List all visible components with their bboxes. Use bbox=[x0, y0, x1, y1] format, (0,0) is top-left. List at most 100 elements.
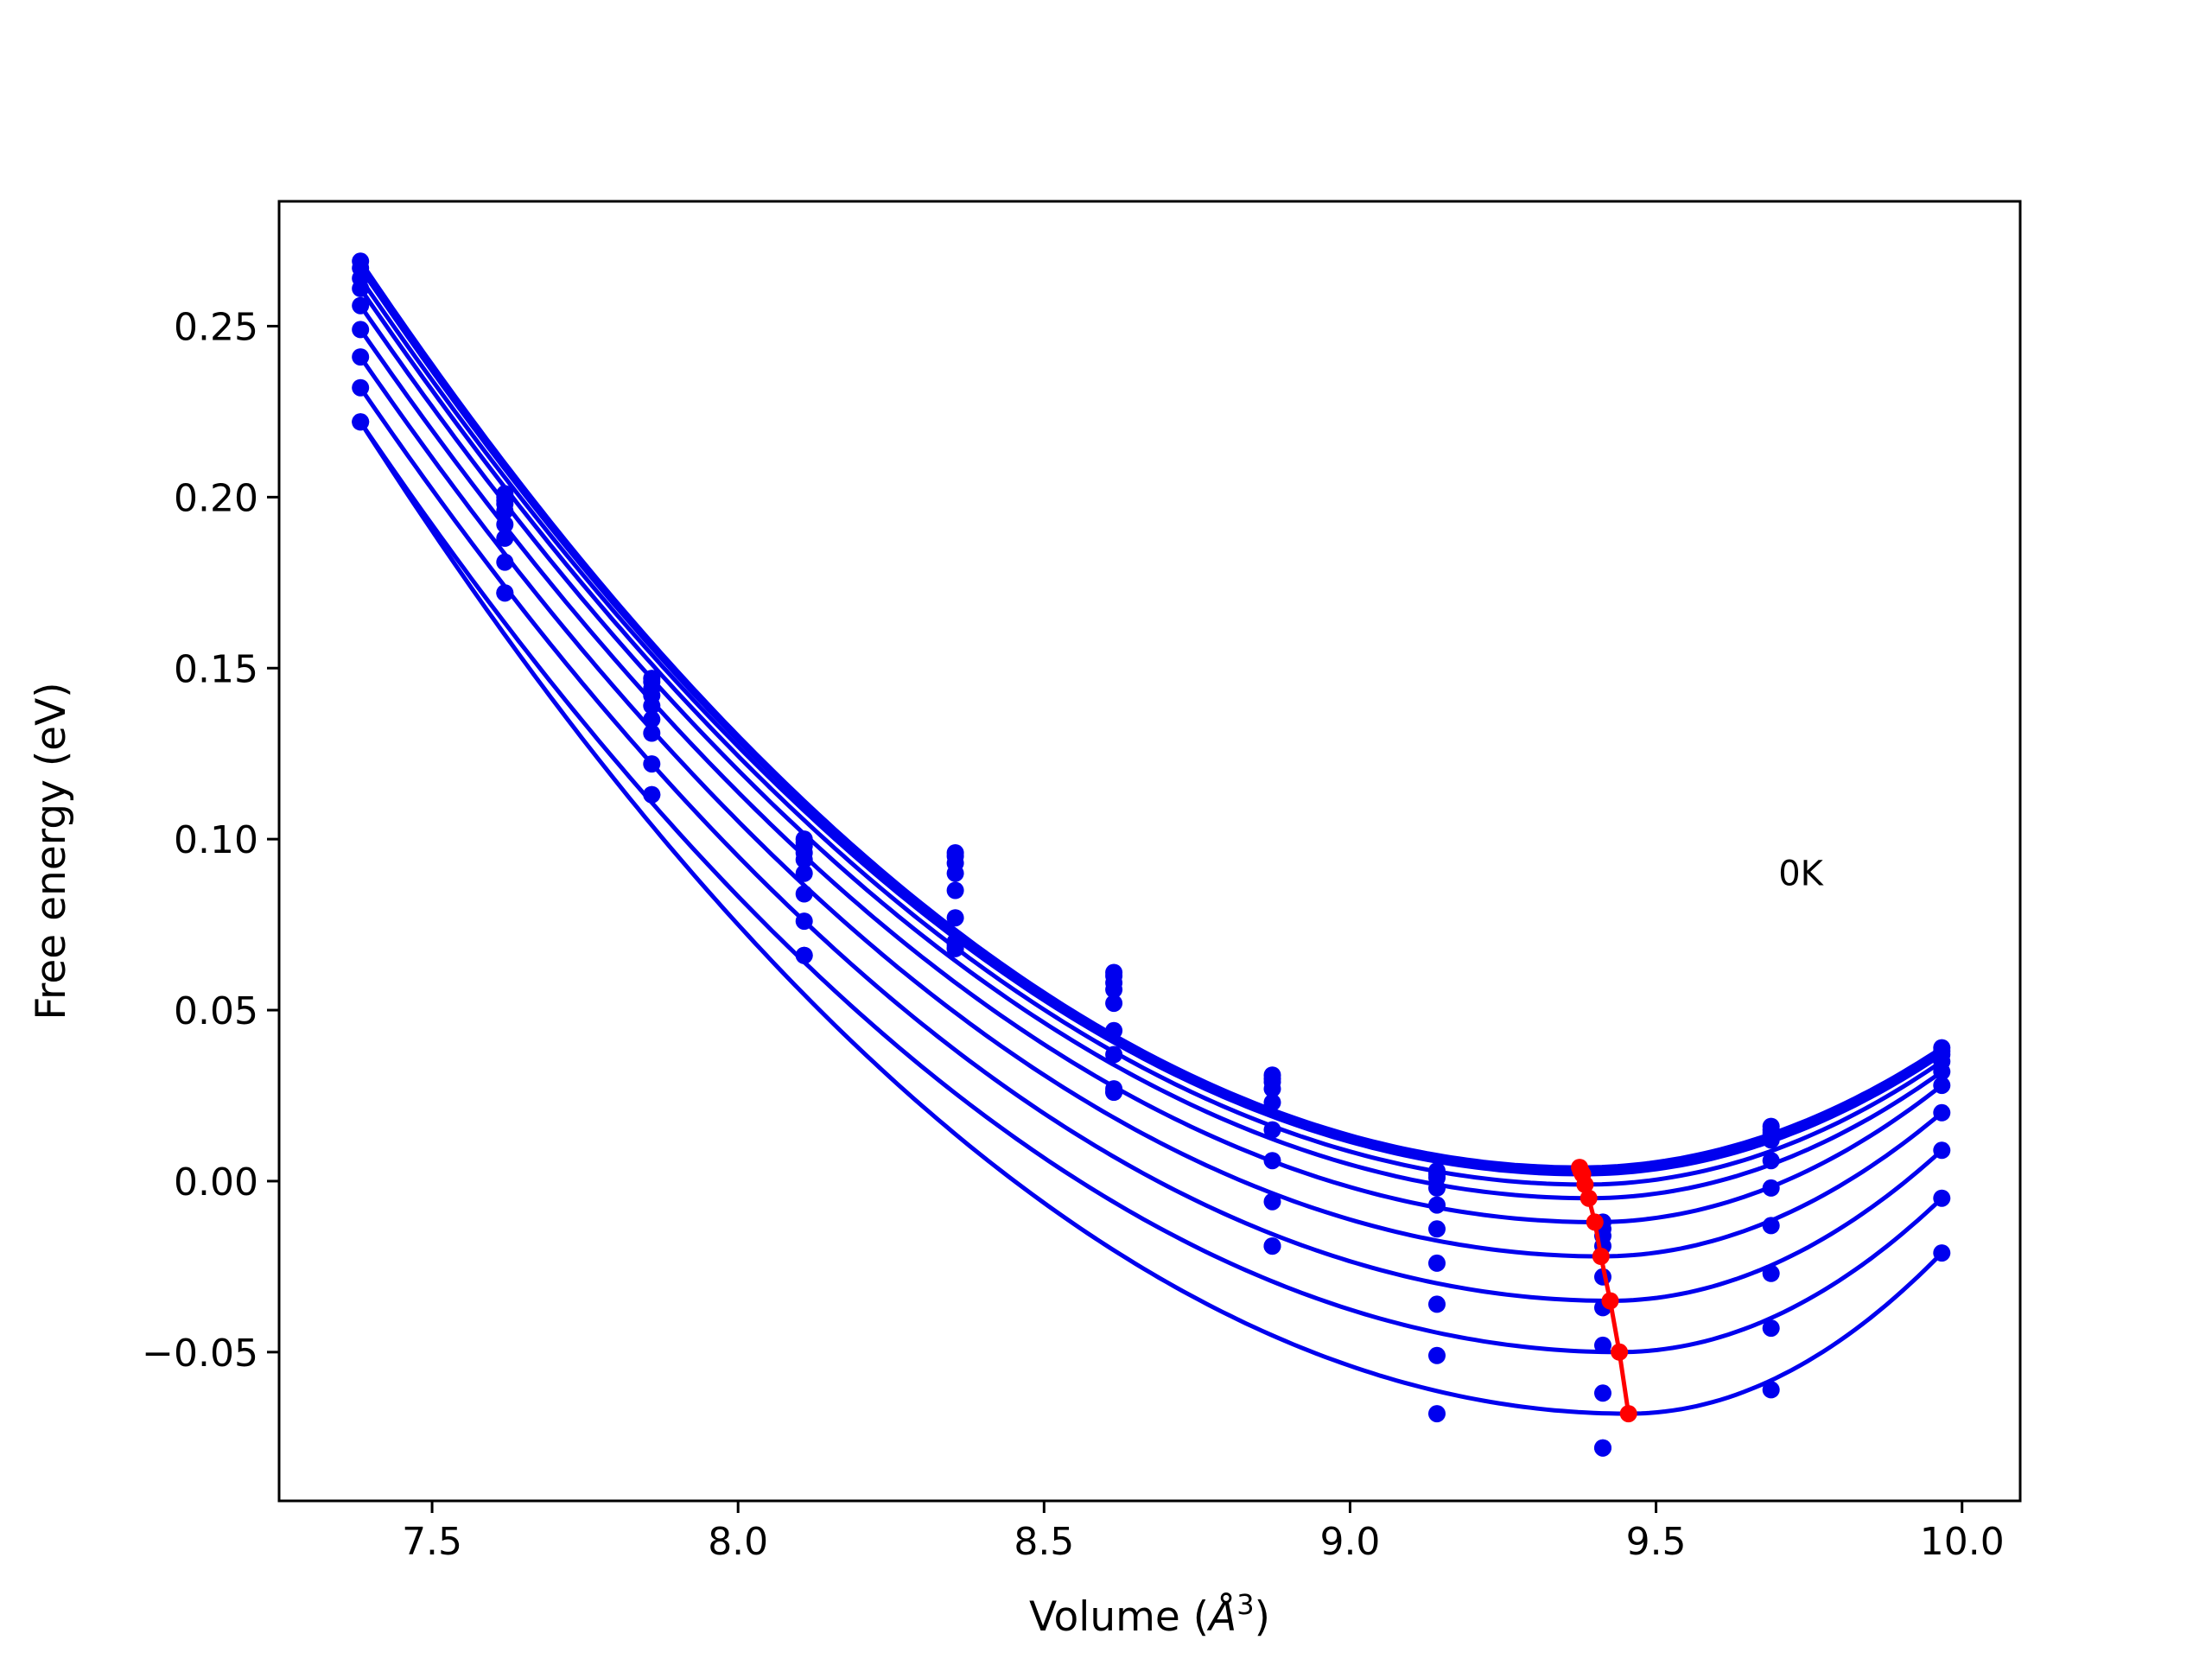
x-axis-label-exponent: 3 bbox=[1236, 1588, 1254, 1621]
data-point bbox=[496, 553, 514, 571]
data-point bbox=[643, 724, 661, 742]
data-point bbox=[1428, 1405, 1446, 1423]
fit-curve-5 bbox=[359, 304, 1943, 1201]
data-point bbox=[946, 909, 964, 927]
minimum-point bbox=[1619, 1405, 1637, 1423]
data-point bbox=[1428, 1346, 1446, 1364]
data-point bbox=[1762, 1319, 1780, 1338]
data-point bbox=[1105, 981, 1123, 999]
y-axis-ticks: 0.25 0.20 0.15 0.10 0.05 0.00 −0.05 bbox=[142, 305, 279, 1376]
y-tick-label: 0.00 bbox=[174, 1160, 258, 1205]
temperature-annotation: 0K bbox=[1778, 855, 1824, 894]
y-tick-label: 0.10 bbox=[174, 818, 258, 862]
data-point bbox=[1762, 1179, 1780, 1197]
data-point bbox=[795, 864, 813, 882]
data-point bbox=[1428, 1220, 1446, 1238]
fit-curve-4 bbox=[359, 287, 1943, 1187]
x-axis-label-main: Volume ( bbox=[1029, 1593, 1209, 1641]
data-point bbox=[1762, 1152, 1780, 1170]
data-point bbox=[1594, 1384, 1611, 1402]
data-point bbox=[352, 378, 370, 397]
data-point bbox=[1105, 1084, 1123, 1101]
x-axis-label-unit: Å bbox=[1206, 1593, 1236, 1641]
data-point bbox=[1594, 1439, 1611, 1457]
data-point bbox=[795, 885, 813, 903]
data-points bbox=[352, 252, 1951, 1457]
fit-curve-10 bbox=[359, 420, 1944, 1416]
x-tick-label: 9.0 bbox=[1319, 1520, 1380, 1564]
x-axis-label-close: ) bbox=[1255, 1593, 1270, 1641]
data-point bbox=[496, 584, 514, 602]
x-tick-label: 10.0 bbox=[1920, 1520, 2005, 1564]
data-point bbox=[795, 850, 813, 868]
x-tick-label: 7.5 bbox=[402, 1520, 462, 1564]
data-point bbox=[496, 502, 514, 520]
y-tick-label: 0.15 bbox=[174, 647, 258, 691]
data-point bbox=[352, 321, 370, 339]
data-point bbox=[1105, 995, 1123, 1013]
data-point bbox=[1933, 1077, 1951, 1095]
minimum-point bbox=[1580, 1189, 1598, 1207]
data-point bbox=[1105, 1046, 1123, 1064]
fit-curve-8 bbox=[359, 386, 1943, 1304]
y-tick-label: −0.05 bbox=[142, 1332, 258, 1376]
fit-curve-1 bbox=[359, 259, 1943, 1170]
data-point bbox=[946, 881, 964, 899]
data-point bbox=[1762, 1264, 1780, 1282]
data-point bbox=[1263, 1237, 1281, 1255]
y-tick-label: 0.05 bbox=[174, 989, 258, 1033]
data-point bbox=[946, 939, 964, 957]
data-point bbox=[352, 296, 370, 315]
fit-curve-2 bbox=[359, 266, 1943, 1173]
data-point bbox=[1933, 1141, 1951, 1160]
data-point bbox=[946, 864, 964, 882]
x-tick-label: 9.5 bbox=[1626, 1520, 1687, 1564]
data-point bbox=[643, 710, 661, 728]
data-point bbox=[1933, 1103, 1951, 1122]
data-point bbox=[1762, 1381, 1780, 1399]
data-point bbox=[1263, 1121, 1281, 1139]
x-axis-ticks: 7.5 8.0 8.5 9.0 9.5 10.0 bbox=[402, 1501, 2005, 1564]
data-point bbox=[795, 946, 813, 964]
data-point bbox=[1933, 1244, 1951, 1262]
x-tick-label: 8.0 bbox=[708, 1520, 768, 1564]
fit-curves bbox=[359, 259, 1944, 1416]
plot-area-frame bbox=[277, 200, 2022, 1503]
data-point bbox=[643, 755, 661, 773]
data-point bbox=[1105, 1021, 1123, 1039]
data-point bbox=[352, 279, 370, 297]
fit-curve-3 bbox=[359, 276, 1943, 1177]
data-point bbox=[352, 413, 370, 431]
y-axis-label: Free energy (eV) bbox=[28, 682, 75, 1020]
y-tick-label: 0.25 bbox=[174, 305, 258, 349]
data-point bbox=[1933, 1063, 1951, 1081]
data-point bbox=[1263, 1152, 1281, 1170]
data-point bbox=[795, 912, 813, 931]
data-point bbox=[1762, 1131, 1780, 1149]
minimum-point bbox=[1586, 1213, 1604, 1231]
minimum-point bbox=[1611, 1343, 1629, 1361]
data-point bbox=[1263, 1093, 1281, 1111]
data-point bbox=[1933, 1189, 1951, 1207]
data-point bbox=[1428, 1254, 1446, 1272]
minimum-point bbox=[1576, 1175, 1594, 1193]
minimum-point bbox=[1601, 1292, 1619, 1310]
data-point bbox=[643, 696, 661, 715]
data-point bbox=[1263, 1192, 1281, 1211]
data-point bbox=[496, 529, 514, 547]
data-point bbox=[1428, 1179, 1446, 1197]
data-point bbox=[1594, 1336, 1611, 1354]
data-point bbox=[352, 348, 370, 366]
fit-curve-9 bbox=[359, 420, 1944, 1355]
minimum-curve bbox=[1571, 1159, 1637, 1423]
data-point bbox=[1428, 1196, 1446, 1214]
data-point bbox=[643, 785, 661, 804]
x-tick-label: 8.5 bbox=[1014, 1520, 1074, 1564]
fit-curve-7 bbox=[359, 355, 1943, 1259]
data-point bbox=[496, 516, 514, 533]
x-axis-label: Volume (Å3) bbox=[1029, 1588, 1270, 1641]
y-tick-label: 0.20 bbox=[174, 476, 258, 520]
data-point bbox=[1428, 1295, 1446, 1313]
